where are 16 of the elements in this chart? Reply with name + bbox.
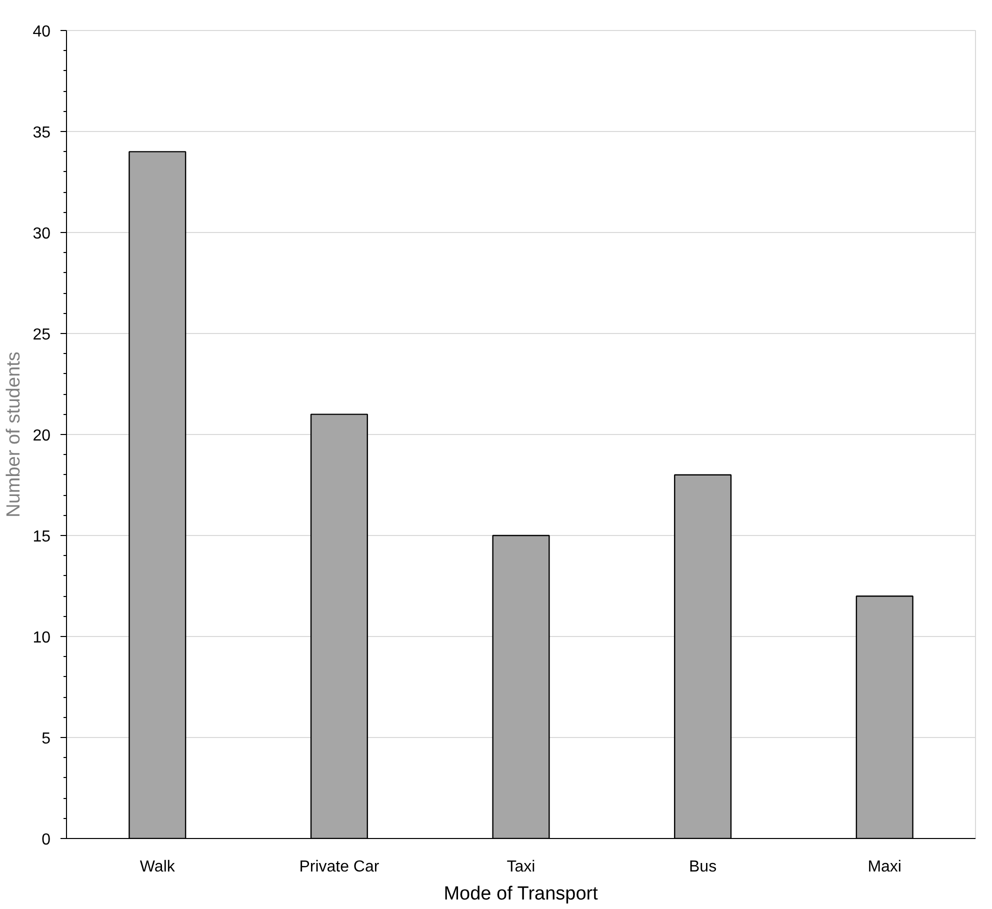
y-tick-label: 25 bbox=[32, 326, 51, 344]
x-axis-title: Mode of Transport bbox=[444, 884, 599, 904]
y-axis-title: Number of students bbox=[4, 352, 25, 518]
x-tick-label: Maxi bbox=[868, 858, 902, 876]
x-tick-label: Taxi bbox=[506, 858, 536, 876]
y-tick-label: 0 bbox=[42, 832, 51, 848]
y-tick-label: 10 bbox=[32, 630, 51, 646]
x-tick-label: Bus bbox=[689, 858, 717, 876]
y-tick-label: 40 bbox=[32, 24, 51, 40]
x-tick-label: Walk bbox=[140, 858, 176, 876]
y-tick-label: 15 bbox=[32, 528, 51, 546]
y-tick-label: 30 bbox=[32, 226, 51, 242]
x-tick-label: Private Car bbox=[299, 858, 380, 876]
y-tick-label: 5 bbox=[42, 730, 51, 748]
y-tick-label: 20 bbox=[32, 428, 51, 444]
y-tick-label: 35 bbox=[32, 124, 51, 142]
